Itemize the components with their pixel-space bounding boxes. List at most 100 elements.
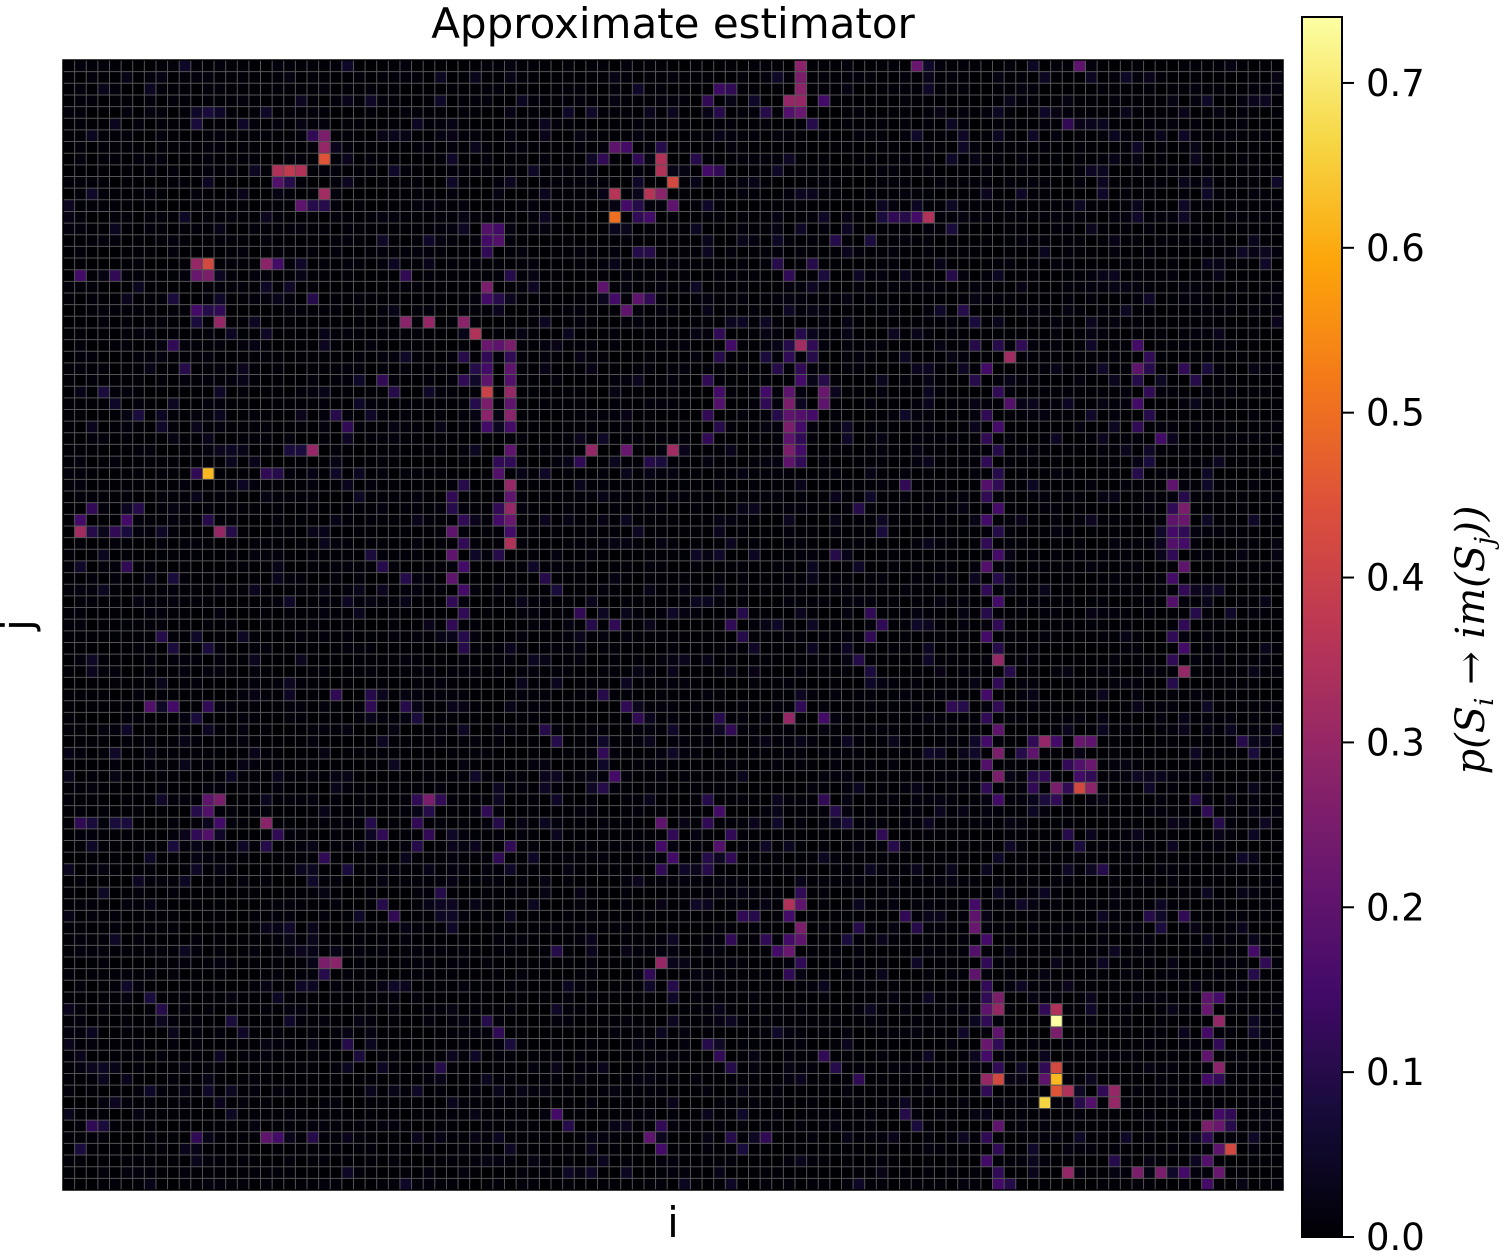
heatmap-cell bbox=[841, 770, 854, 783]
heatmap-cell bbox=[1004, 665, 1017, 678]
heatmap-cell bbox=[1085, 619, 1098, 632]
heatmap-cell bbox=[1039, 316, 1051, 329]
heatmap-cell bbox=[1015, 805, 1028, 818]
heatmap-cell bbox=[829, 292, 842, 305]
heatmap-cell bbox=[341, 118, 354, 131]
heatmap-cell bbox=[585, 269, 598, 282]
heatmap-cell bbox=[1004, 782, 1017, 795]
heatmap-cell bbox=[1131, 491, 1144, 503]
heatmap-cell bbox=[1178, 339, 1191, 352]
heatmap-cell bbox=[562, 386, 575, 399]
heatmap-cell bbox=[585, 525, 598, 538]
heatmap-cell bbox=[63, 630, 75, 643]
heatmap-cell bbox=[283, 467, 296, 480]
heatmap-cell bbox=[574, 642, 587, 655]
heatmap-cell bbox=[202, 141, 215, 154]
heatmap-cell bbox=[1201, 793, 1214, 806]
heatmap-cell bbox=[423, 514, 436, 527]
heatmap-cell bbox=[1085, 677, 1098, 690]
heatmap-cell bbox=[574, 514, 587, 527]
heatmap-cell bbox=[562, 502, 575, 515]
heatmap-cell bbox=[1259, 793, 1272, 806]
heatmap-cell bbox=[1224, 491, 1237, 503]
heatmap-cell bbox=[167, 747, 180, 760]
heatmap-cell bbox=[1259, 782, 1272, 795]
heatmap-cell bbox=[853, 316, 866, 329]
heatmap-cell bbox=[957, 432, 970, 445]
heatmap-cell bbox=[214, 665, 226, 678]
heatmap-cell bbox=[248, 782, 261, 795]
heatmap-cell bbox=[423, 327, 436, 340]
heatmap-cell bbox=[1108, 630, 1121, 643]
heatmap-cell bbox=[248, 106, 261, 119]
heatmap-cell bbox=[330, 211, 343, 224]
heatmap-cell bbox=[190, 840, 203, 853]
heatmap-cell bbox=[1224, 525, 1237, 538]
heatmap-cell bbox=[1224, 724, 1237, 736]
heatmap-cell bbox=[1050, 607, 1063, 620]
heatmap-cell bbox=[551, 456, 563, 469]
heatmap-cell bbox=[609, 491, 622, 503]
heatmap-cell bbox=[678, 281, 691, 294]
heatmap-cell bbox=[1271, 817, 1284, 830]
heatmap-cell bbox=[632, 700, 645, 713]
heatmap-cell bbox=[678, 421, 691, 434]
heatmap-cell bbox=[946, 642, 958, 655]
heatmap-cell bbox=[341, 479, 354, 492]
heatmap-cell bbox=[655, 817, 668, 830]
heatmap-cell bbox=[214, 118, 226, 131]
heatmap-cell bbox=[341, 223, 354, 236]
heatmap-cell bbox=[341, 595, 354, 608]
heatmap-cell bbox=[678, 444, 691, 457]
heatmap-cell bbox=[643, 269, 656, 282]
heatmap-cell bbox=[481, 793, 494, 806]
heatmap-cell bbox=[295, 409, 308, 422]
heatmap-cell bbox=[992, 339, 1005, 352]
heatmap-cell bbox=[806, 502, 819, 515]
heatmap-cell bbox=[376, 94, 389, 107]
heatmap-cell bbox=[922, 432, 935, 445]
heatmap-cell bbox=[260, 234, 273, 247]
heatmap-cell bbox=[783, 397, 796, 410]
heatmap-cell bbox=[1224, 129, 1237, 142]
heatmap-cell bbox=[585, 432, 598, 445]
heatmap-cell bbox=[97, 71, 110, 84]
heatmap-cell bbox=[1108, 409, 1121, 422]
heatmap-cell bbox=[1131, 560, 1144, 573]
heatmap-cell bbox=[1108, 887, 1121, 900]
heatmap-cell bbox=[864, 595, 877, 608]
heatmap-cell bbox=[1120, 770, 1133, 783]
heatmap-cell bbox=[179, 607, 192, 620]
heatmap-cell bbox=[609, 421, 622, 434]
heatmap-cell bbox=[1271, 362, 1284, 375]
heatmap-cell bbox=[1213, 246, 1226, 259]
heatmap-cell bbox=[841, 234, 854, 247]
heatmap-cell bbox=[190, 153, 203, 166]
heatmap-cell bbox=[74, 153, 87, 166]
heatmap-cell bbox=[585, 840, 598, 853]
heatmap-cell bbox=[1097, 223, 1110, 236]
heatmap-cell bbox=[481, 153, 494, 166]
heatmap-cell bbox=[237, 129, 250, 142]
heatmap-cell bbox=[1004, 735, 1017, 748]
heatmap-cell bbox=[655, 339, 668, 352]
heatmap-cell bbox=[1015, 351, 1028, 364]
heatmap-cell bbox=[551, 304, 563, 317]
heatmap-cell bbox=[829, 94, 842, 107]
heatmap-cell bbox=[1248, 327, 1261, 340]
heatmap-cell bbox=[1271, 176, 1284, 189]
heatmap-cell bbox=[155, 223, 168, 236]
heatmap-cell bbox=[237, 397, 250, 410]
heatmap-cell bbox=[934, 793, 947, 806]
heatmap-cell bbox=[74, 362, 87, 375]
heatmap-cell bbox=[725, 118, 738, 131]
heatmap-cell bbox=[283, 444, 296, 457]
heatmap-cell bbox=[388, 199, 401, 212]
heatmap-cell bbox=[597, 630, 610, 643]
heatmap-cell bbox=[74, 840, 87, 853]
heatmap-cell bbox=[97, 164, 110, 177]
heatmap-cell bbox=[1178, 584, 1191, 597]
heatmap-cell bbox=[980, 188, 993, 201]
heatmap-cell bbox=[1073, 176, 1086, 189]
heatmap-cell bbox=[318, 351, 331, 364]
